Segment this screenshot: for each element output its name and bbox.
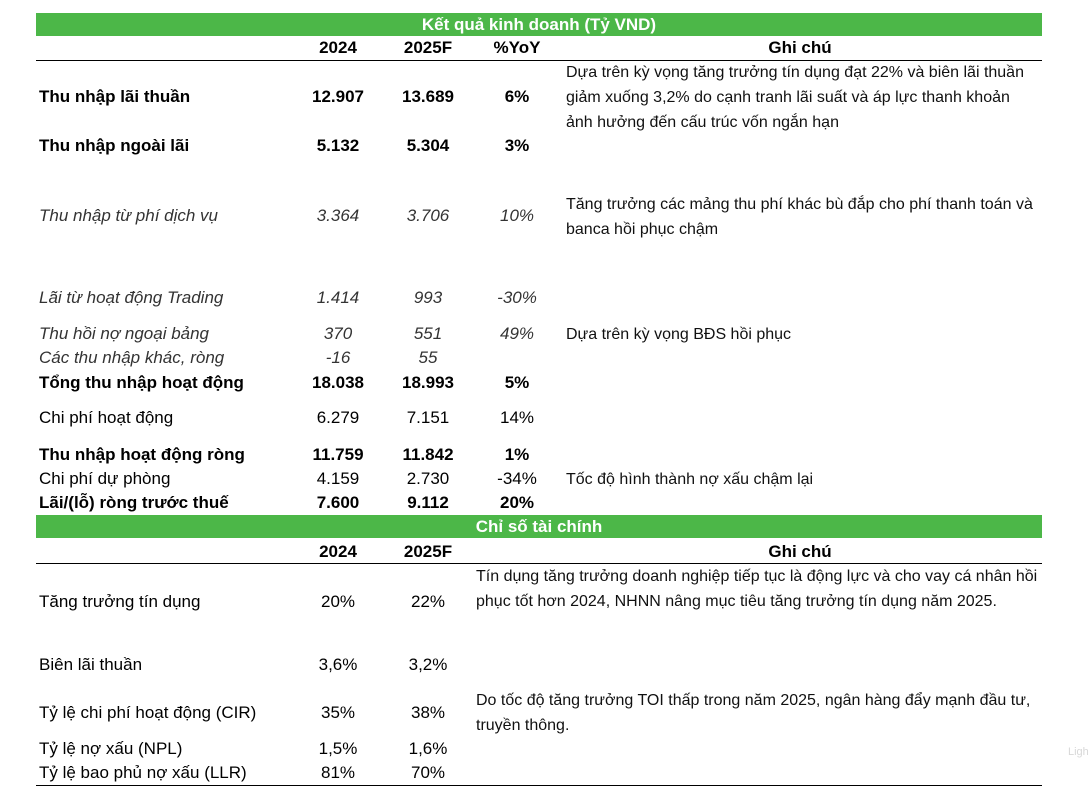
row-value-2025f: 9.112 [407,493,449,512]
col-header-2025f: 2025F [403,38,453,57]
row-value-2024: 11.759 [312,445,364,464]
ratio-value-2025f: 3,2% [408,655,448,674]
row-label: Thu nhập lãi thuần [39,87,191,106]
row-label: Chi phí hoạt động [39,408,174,427]
row-value-2025f: 18.993 [402,373,454,392]
ratio-label: Tỷ lệ chi phí hoạt động (CIR) [39,703,257,722]
row-value-yoy: 5% [504,373,530,392]
ratio-value-2025f: 70% [410,763,446,782]
row-value-yoy: 10% [499,206,535,225]
row-value-2024: -16 [325,348,351,367]
col-header-yoy: %YoY [493,38,541,57]
ratio-value-2024: 81% [320,763,356,782]
ratio-note: Do tốc độ tăng trưởng TOI thấp trong năm… [476,692,1031,734]
row-value-yoy: -30% [497,288,537,307]
section-title-business-results: Kết quả kinh doanh (Tỷ VND) [36,13,1042,36]
row-note: Tốc độ hình thành nợ xấu chậm lại [566,471,814,488]
row-label: Chi phí dự phòng [39,469,171,488]
row-value-2024: 7.600 [316,493,360,512]
ratio-label: Tỷ lệ nợ xấu (NPL) [39,739,183,758]
watermark-text: Ligh [1068,746,1089,758]
row-label: Thu nhập từ phí dịch vụ [39,206,218,225]
row-label: Các thu nhập khác, ròng [39,348,225,367]
row-value-2025f: 2.730 [406,469,450,488]
ratio-value-2025f: 38% [410,703,446,722]
col-header-note: Ghi chú [768,38,832,57]
ratio-label: Tỷ lệ bao phủ nợ xấu (LLR) [39,763,247,782]
row-value-2024: 12.907 [312,87,364,106]
row-value-yoy: 3% [504,136,530,155]
col-header-note: Ghi chú [768,542,832,561]
row-label: Lãi từ hoạt động Trading [39,288,224,307]
ratio-value-2025f: 22% [410,592,446,611]
ratio-value-2024: 35% [320,703,356,722]
row-value-2024: 1.414 [316,288,360,307]
row-label: Tổng thu nhập hoạt động [39,373,244,392]
row-value-2024: 370 [323,324,353,343]
col-header-2024: 2024 [319,542,357,561]
ratio-value-2025f: 1,6% [408,739,448,758]
row-value-2024: 5.132 [316,136,360,155]
row-value-2025f: 5.304 [406,136,450,155]
row-value-2024: 3.364 [316,206,360,225]
row-value-yoy: 14% [499,408,535,427]
ratio-value-2024: 20% [320,592,356,611]
row-value-2025f: 3.706 [406,206,450,225]
row-value-yoy: -34% [497,469,537,488]
row-note: Dựa trên kỳ vọng BĐS hồi phục [566,326,792,343]
row-value-2024: 6.279 [316,408,360,427]
section-title-financial-ratios: Chỉ số tài chính [36,515,1042,538]
bottom-rule [36,785,1042,786]
row-value-2025f: 551 [413,324,443,343]
header-rule [36,60,1042,61]
ratio-note: Tín dụng tăng trưởng doanh nghiệp tiếp t… [476,568,1038,610]
row-note: Tăng trưởng các mảng thu phí khác bù đắp… [566,196,1033,238]
row-note: Dựa trên kỳ vọng tăng trưởng tín dụng đạ… [566,64,1024,131]
row-value-yoy: 49% [499,324,535,343]
row-label: Thu hồi nợ ngoại bảng [39,324,210,343]
header-rule [36,563,1042,564]
col-header-2024: 2024 [319,38,357,57]
ratio-value-2024: 3,6% [318,655,358,674]
row-value-2025f: 55 [418,348,438,367]
row-value-2025f: 13.689 [402,87,454,106]
row-value-2024: 4.159 [316,469,360,488]
ratio-label: Biên lãi thuần [39,655,143,674]
row-label: Lãi/(lỗ) ròng trước thuế [39,493,229,512]
row-label: Thu nhập ngoài lãi [39,136,190,155]
row-value-2024: 18.038 [312,373,364,392]
row-label: Thu nhập hoạt động ròng [39,445,245,464]
row-value-2025f: 993 [413,288,443,307]
row-value-2025f: 7.151 [406,408,450,427]
row-value-yoy: 6% [504,87,530,106]
row-value-2025f: 11.842 [402,445,454,464]
ratio-label: Tăng trưởng tín dụng [39,592,201,611]
row-value-yoy: 1% [504,445,530,464]
col-header-2025f: 2025F [403,542,453,561]
row-value-yoy: 20% [499,493,535,512]
ratio-value-2024: 1,5% [318,739,358,758]
